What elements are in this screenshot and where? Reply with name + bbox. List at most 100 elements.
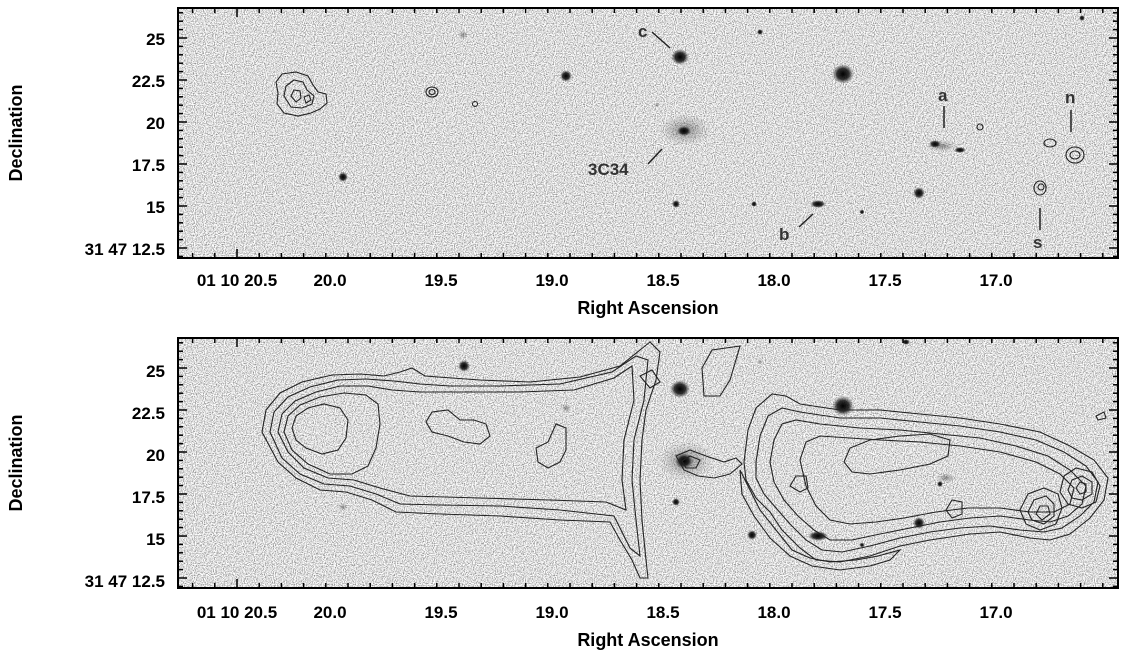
contour <box>275 71 328 117</box>
source-b <box>808 531 828 541</box>
bottom-y-tick-labels: 25 22.5 20 17.5 15 31 47 12.5 <box>85 362 165 591</box>
y-tick-label: 25 <box>146 30 165 49</box>
contour <box>843 433 951 475</box>
annotation-label-s: s <box>1033 233 1042 252</box>
y-tick-label: 17.5 <box>132 488 165 507</box>
source <box>902 339 910 345</box>
contour <box>425 409 491 445</box>
y-tick-label: 22.5 <box>132 404 165 423</box>
source <box>338 503 348 511</box>
annotation-label-3c34: 3C34 <box>588 160 629 179</box>
source-a <box>929 140 941 148</box>
top-annotation-leaders <box>647 31 1072 230</box>
contour <box>739 469 902 571</box>
top-sources <box>338 15 1085 215</box>
contour <box>681 455 701 469</box>
bottom-x-tick-labels: 01 10 20.5 20.0 19.5 19.0 18.5 18.0 17.5… <box>197 603 1013 622</box>
contour <box>675 449 743 479</box>
x-axis-title: Right Ascension <box>577 298 718 318</box>
source <box>913 187 925 199</box>
y-tick-label: 25 <box>146 362 165 381</box>
top-panel: c 3C34 a n b s 01 10 20.5 20.0 19.5 19.0… <box>6 7 1119 318</box>
annotation-label-a: a <box>938 86 948 105</box>
contour-n <box>1069 150 1081 160</box>
source <box>654 102 660 108</box>
top-x-tick-labels: 01 10 20.5 20.0 19.5 19.0 18.5 18.0 17.5… <box>197 271 1013 290</box>
contour <box>277 365 635 511</box>
contour <box>283 79 315 109</box>
contour <box>755 407 1099 553</box>
source <box>670 380 690 398</box>
contour <box>639 369 661 389</box>
contour <box>269 355 649 558</box>
contour <box>1027 495 1055 525</box>
y-tick-label: 20 <box>146 114 165 133</box>
contour-n <box>1065 146 1085 164</box>
source <box>458 30 468 40</box>
contour <box>976 123 984 131</box>
bottom-plot-frame <box>177 337 1119 589</box>
top-ticks <box>178 8 1118 258</box>
contour-s <box>1037 183 1045 191</box>
source <box>757 29 763 35</box>
x-tick-label: 01 10 20.5 <box>197 271 277 290</box>
source <box>672 498 680 506</box>
contour <box>701 345 741 397</box>
contour <box>743 393 1109 563</box>
contour <box>1043 138 1057 148</box>
annotation-label-c: c <box>638 22 647 41</box>
source <box>751 201 757 207</box>
source-a <box>936 473 956 483</box>
top-annotation-labels: c 3C34 a n b s <box>588 22 1075 252</box>
x-tick-label: 18.5 <box>646 271 679 290</box>
contour <box>1019 487 1063 531</box>
source <box>672 200 680 208</box>
contour <box>303 94 312 104</box>
annotation-label-b: b <box>779 225 789 244</box>
contour <box>428 88 436 96</box>
contour <box>535 423 567 469</box>
source <box>859 542 865 548</box>
x-tick-label: 20.0 <box>313 603 346 622</box>
leader-3c34 <box>647 148 663 165</box>
x-tick-label: 19.5 <box>424 271 457 290</box>
contour <box>1067 475 1093 501</box>
y-tick-label: 17.5 <box>132 156 165 175</box>
x-tick-label: 19.0 <box>535 271 568 290</box>
contour <box>789 475 809 493</box>
contour <box>290 89 302 103</box>
source <box>937 481 943 487</box>
source-bright-star <box>832 396 854 416</box>
source <box>458 360 470 372</box>
x-tick-label: 17.5 <box>868 271 901 290</box>
top-image-noise <box>178 8 1118 258</box>
y-tick-label: 22.5 <box>132 72 165 91</box>
y-axis-title: Declination <box>6 414 26 511</box>
top-contours <box>275 71 1085 196</box>
source <box>1079 15 1085 21</box>
contour-s <box>1033 180 1047 196</box>
y-tick-label: 15 <box>146 530 165 549</box>
contour <box>425 86 439 98</box>
y-tick-label: 15 <box>146 198 165 217</box>
x-tick-label: 18.5 <box>646 603 679 622</box>
bottom-image-noise <box>178 338 1118 588</box>
source-bright-star <box>832 64 854 84</box>
top-y-tick-labels: 25 22.5 20 17.5 15 31 47 12.5 <box>85 30 165 259</box>
y-tick-label: 31 47 12.5 <box>85 240 165 259</box>
x-axis-title: Right Ascension <box>577 630 718 650</box>
source <box>757 359 763 365</box>
x-tick-label: 17.0 <box>979 603 1012 622</box>
contour <box>769 419 1087 541</box>
source-c <box>671 49 689 65</box>
source <box>747 530 757 540</box>
source <box>560 70 572 82</box>
contour <box>283 392 381 475</box>
bottom-ticks <box>178 338 1118 588</box>
source-3c34 <box>677 126 691 136</box>
y-axis-title: Declination <box>6 84 26 181</box>
contour <box>945 499 963 519</box>
y-tick-label: 31 47 12.5 <box>85 572 165 591</box>
x-tick-label: 18.0 <box>757 603 790 622</box>
